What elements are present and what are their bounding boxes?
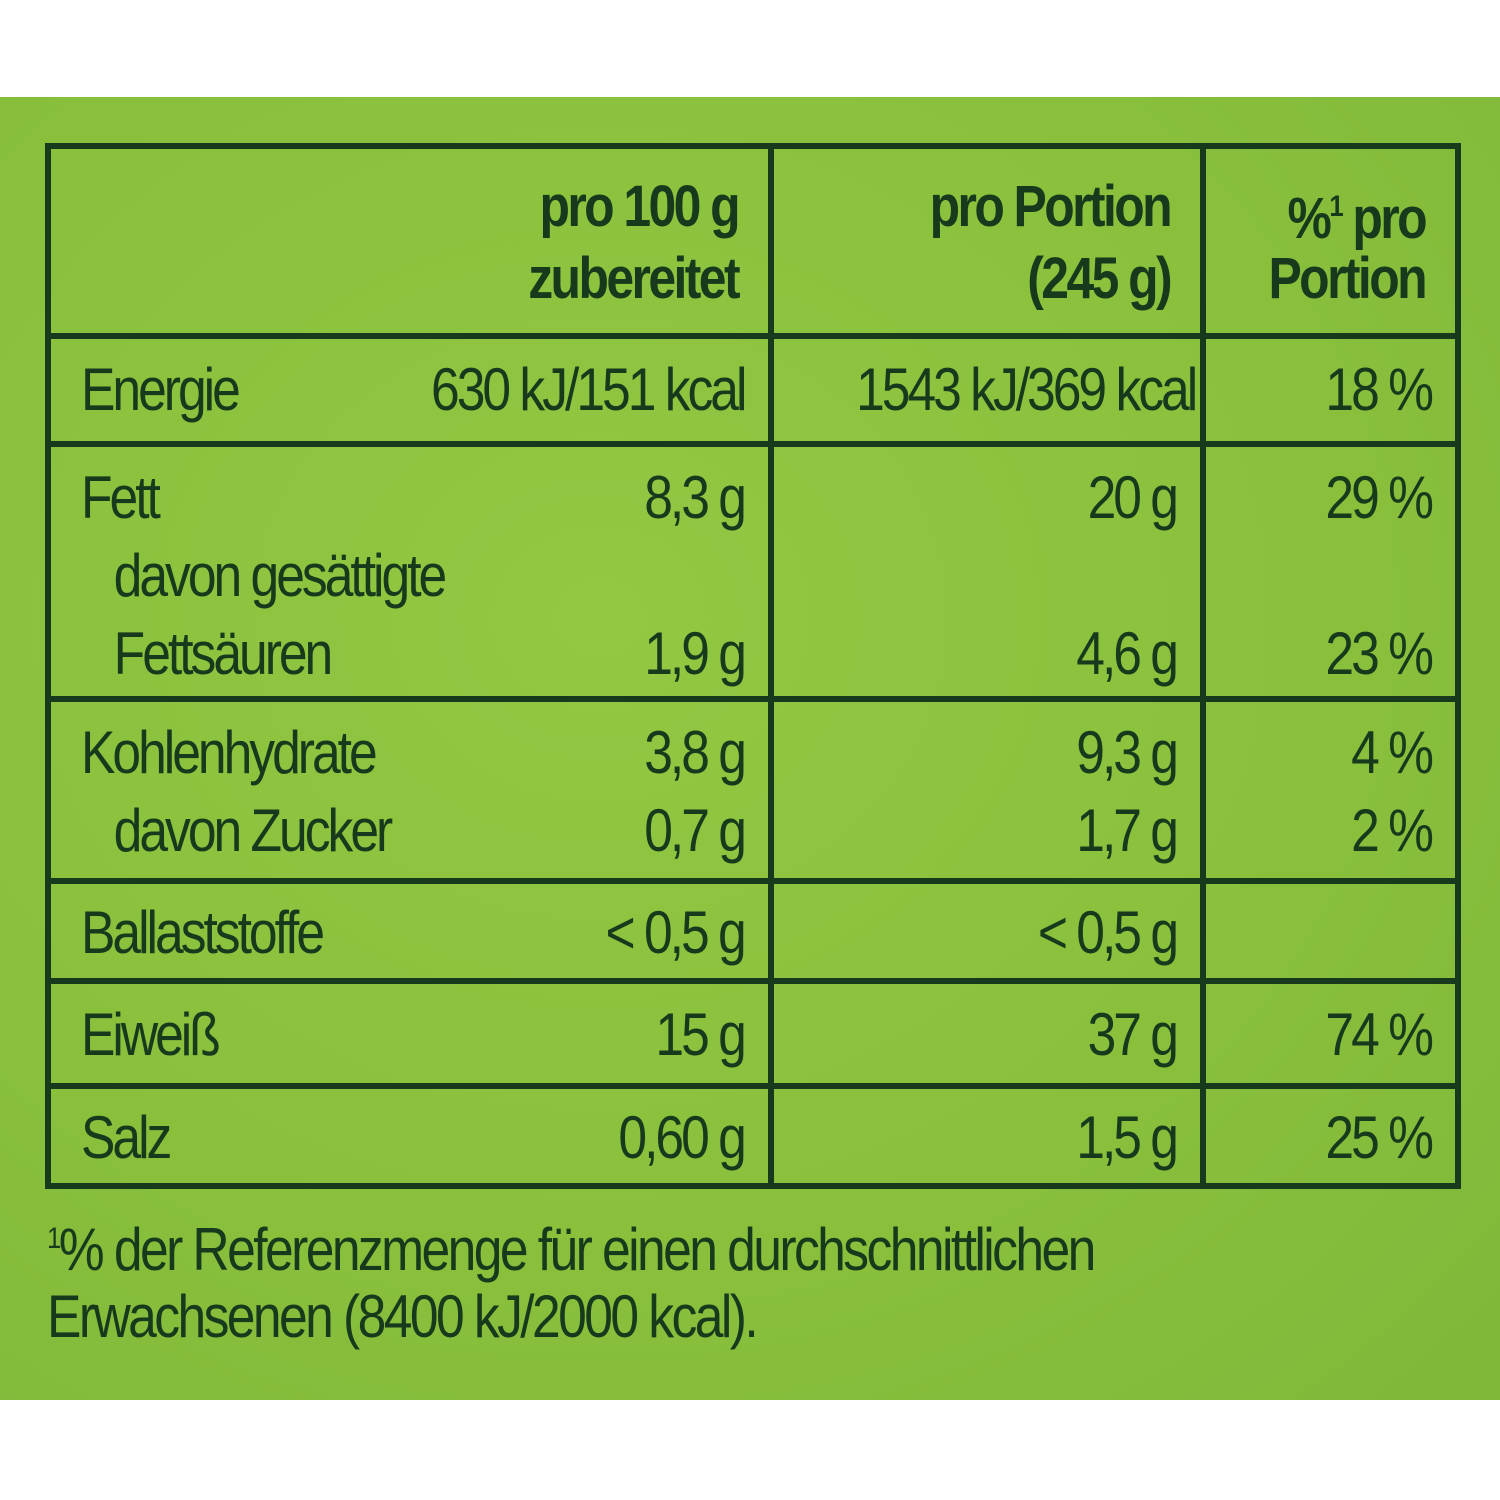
value-per-100g: 0,7 g — [644, 797, 747, 864]
header-percent: %1 pro Portion — [1200, 143, 1461, 339]
nutrient-row: Eiweiß 15 g 37 g 74 % — [45, 978, 1461, 1089]
value-percent — [1263, 894, 1431, 972]
value-percent-cell: 25 % — [1200, 1083, 1461, 1189]
value-per-100g: 15 g — [655, 1001, 747, 1068]
header-per-100g: pro 100 g zubereitet — [45, 143, 774, 339]
value-per-portion-cell: 9,3 g 1,7 g — [768, 696, 1206, 884]
footnote-line-1: 1% der Referenzmenge für einen durchschn… — [47, 1200, 1096, 1283]
value-per-100g: 1,9 g — [644, 620, 747, 687]
value-per-portion: 37 g — [1087, 1001, 1179, 1068]
value-percent: 23 % — [1325, 620, 1434, 687]
nutrient-row: Salz 0,60 g 1,5 g 25 % — [45, 1083, 1461, 1189]
value-per-portion: 9,3 g — [1076, 719, 1179, 786]
nutrient-cell: Eiweiß 15 g — [45, 978, 774, 1089]
nutrient-cell: Salz 0,60 g — [45, 1083, 774, 1189]
header-text: pro 100 g — [539, 174, 740, 239]
footnote: 1% der Referenzmenge für einen durchschn… — [47, 1200, 1264, 1356]
value-per-100g: 3,8 g — [644, 719, 747, 786]
header-text: %1 pro — [1287, 186, 1428, 251]
value-per-portion-cell: 1543 kJ/369 kcal — [768, 333, 1206, 447]
nutrient-row: Fett davon gesättigte Fettsäuren 8,3 g 1,9 g… — [45, 441, 1461, 702]
nutrient-label: Fettsäuren — [113, 620, 334, 687]
value-percent-cell: 18 % — [1200, 333, 1461, 447]
nutrient-row: Energie 630 kJ/151 kcal 1543 kJ/369 kcal 18… — [45, 333, 1461, 447]
value-percent-cell: 29 % 23 % — [1200, 441, 1461, 702]
nutrient-label: Energie — [81, 356, 241, 423]
nutrient-label: davon Zucker — [113, 797, 394, 864]
footnote-line-2: Erwachsenen (8400 kJ/2000 kcal). — [47, 1283, 759, 1350]
value-per-portion-cell: < 0,5 g — [768, 878, 1206, 984]
value-per-portion: 4,6 g — [1076, 620, 1179, 687]
value-per-portion: 1543 kJ/369 kcal — [856, 356, 1198, 423]
nutrient-cell: Energie 630 kJ/151 kcal — [45, 333, 774, 447]
value-per-100g: 0,60 g — [618, 1104, 747, 1171]
header-row: pro 100 g zubereitet pro Portion (245 g)… — [45, 143, 1461, 339]
value-per-portion: 1,7 g — [1076, 797, 1179, 864]
nutrient-cell: Kohlenhydrate davon Zucker 3,8 g 0,7 g — [45, 696, 774, 884]
value-per-portion — [856, 537, 1176, 615]
value-percent: 74 % — [1325, 1001, 1434, 1068]
header-text: zubereitet — [528, 246, 740, 311]
value-percent-cell: 74 % — [1200, 978, 1461, 1089]
header-text: (245 g) — [1027, 246, 1172, 311]
nutrient-label: Fett — [81, 464, 161, 531]
nutrient-row: Ballaststoffe < 0,5 g < 0,5 g — [45, 878, 1461, 984]
header-text: Portion — [1268, 246, 1427, 311]
value-per-portion-cell: 1,5 g — [768, 1083, 1206, 1189]
nutrient-row: Kohlenhydrate davon Zucker 3,8 g 0,7 g 9,3 g… — [45, 696, 1461, 884]
nutrient-label: Kohlenhydrate — [81, 719, 378, 786]
value-per-portion-cell: 20 g 4,6 g — [768, 441, 1206, 702]
value-per-portion-cell: 37 g — [768, 978, 1206, 1089]
value-percent: 25 % — [1325, 1104, 1434, 1171]
nutrient-cell: Fett davon gesättigte Fettsäuren 8,3 g 1,9 g — [45, 441, 774, 702]
value-percent: 4 % — [1351, 719, 1434, 786]
nutrient-label: davon gesättigte — [113, 542, 448, 609]
nutrient-label: Salz — [81, 1104, 172, 1171]
value-per-100g: < 0,5 g — [605, 899, 747, 966]
value-percent-cell: 4 % 2 % — [1200, 696, 1461, 884]
nutrient-label: Eiweiß — [81, 1001, 221, 1068]
header-per-portion: pro Portion (245 g) — [768, 143, 1206, 339]
value-percent: 29 % — [1325, 464, 1434, 531]
value-per-100g — [644, 537, 744, 615]
value-percent: 2 % — [1351, 797, 1434, 864]
nutrient-label: Ballaststoffe — [81, 899, 325, 966]
header-text: pro Portion — [929, 174, 1173, 239]
nutrient-cell: Ballaststoffe < 0,5 g — [45, 878, 774, 984]
footnote-text: % der Referenzmenge für einen durchschni… — [58, 1216, 1097, 1283]
value-percent — [1263, 537, 1431, 615]
value-per-portion: < 0,5 g — [1037, 899, 1179, 966]
value-per-100g: 630 kJ/151 kcal — [430, 356, 747, 423]
value-per-portion: 1,5 g — [1076, 1104, 1179, 1171]
footnote-marker: 1 — [1329, 190, 1343, 223]
value-percent: 18 % — [1325, 356, 1434, 423]
nutrition-table: pro 100 g zubereitet pro Portion (245 g)… — [45, 143, 1461, 1189]
footnote-marker: 1 — [47, 1222, 61, 1255]
value-per-100g: 8,3 g — [644, 464, 747, 531]
value-per-portion: 20 g — [1087, 464, 1179, 531]
value-percent-cell — [1200, 878, 1461, 984]
